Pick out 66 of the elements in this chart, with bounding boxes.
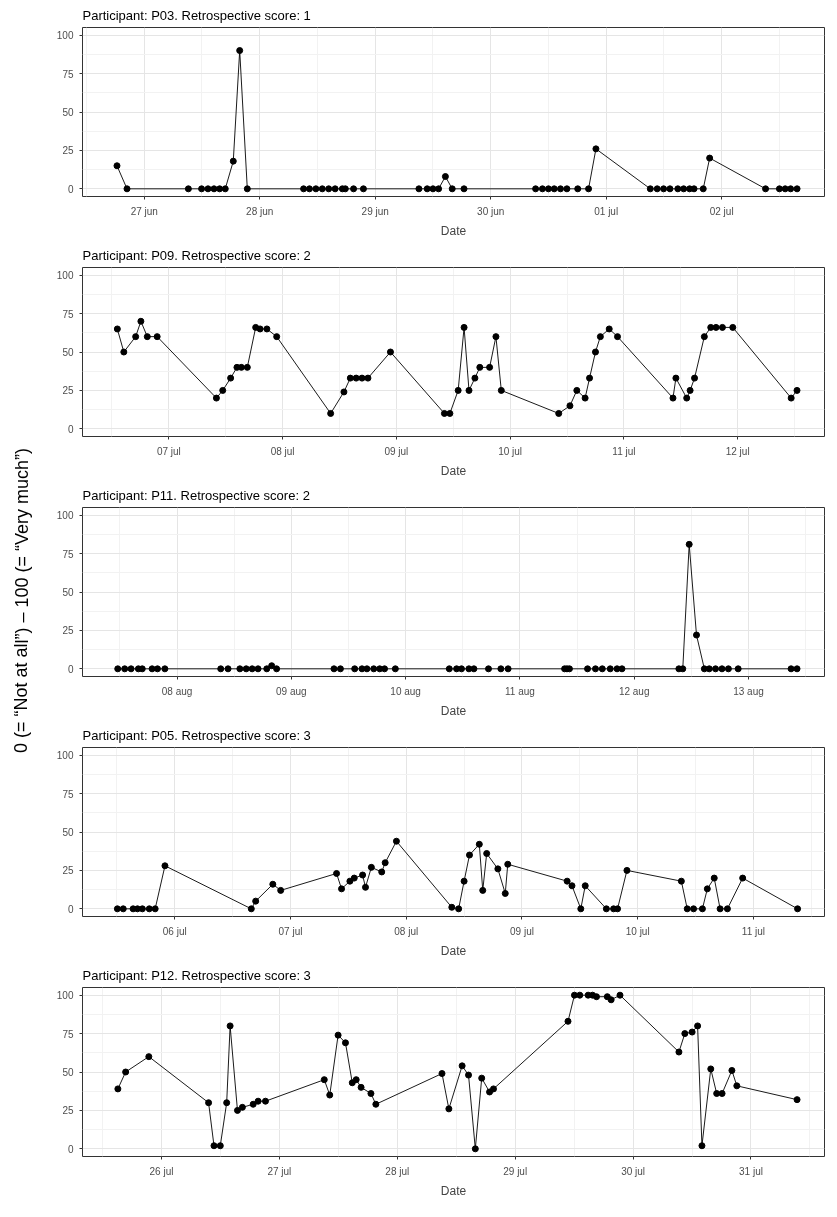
x-tick-label: 02 jul	[709, 205, 734, 217]
x-tick-label: 28 jul	[385, 1165, 410, 1177]
x-tick-label: 29 jun	[361, 205, 389, 217]
x-tick-label: 27 jun	[130, 205, 158, 217]
y-tick-label: 0	[67, 1143, 74, 1155]
y-tick-label: 50	[62, 347, 74, 358]
chart-title: Participant: P11. Retrospective score: 2	[82, 487, 310, 503]
y-tick-label: 75	[62, 1028, 74, 1040]
x-tick-label: 29 jul	[503, 1165, 528, 1177]
x-tick-label: 06 jul	[162, 925, 187, 937]
x-tick-label: 12 jul	[725, 445, 750, 457]
y-tick-label: 0	[67, 903, 74, 915]
y-tick-label: 75	[62, 788, 74, 800]
x-axis-title: Date	[440, 463, 467, 478]
y-tick-label: 50	[62, 587, 74, 598]
chart-title: Participant: P05. Retrospective score: 3	[82, 727, 311, 743]
x-tick-label: 10 jul	[625, 925, 650, 937]
x-tick-label: 09 jul	[384, 445, 409, 457]
x-axis-title: Date	[440, 943, 467, 958]
y-tick-label: 75	[62, 548, 74, 560]
x-tick-label: 01 jul	[594, 205, 619, 217]
y-axis-title: 0 (= “Not at all”) – 100 (= “Very much”)	[11, 447, 32, 754]
x-tick-label: 11 aug	[505, 685, 535, 697]
y-tick-label: 50	[62, 107, 74, 118]
y-tick-label: 100	[56, 270, 74, 282]
x-tick-label: 13 aug	[733, 685, 764, 697]
chart-title: Participant: P03. Retrospective score: 1	[82, 7, 311, 23]
y-tick-label: 100	[56, 30, 74, 42]
chart-title: Participant: P09. Retrospective score: 2	[82, 247, 311, 263]
x-tick-label: 26 jul	[149, 1165, 174, 1177]
x-axis-title: Date	[440, 703, 467, 718]
x-tick-label: 30 jul	[621, 1165, 646, 1177]
y-tick-label: 100	[56, 990, 74, 1002]
y-tick-label: 75	[62, 308, 74, 320]
y-tick-label: 50	[62, 1067, 74, 1078]
y-tick-label: 25	[62, 385, 74, 397]
y-tick-label: 25	[62, 625, 74, 637]
x-tick-label: 12 aug	[618, 685, 650, 697]
x-tick-label: 08 jul	[270, 445, 295, 457]
x-tick-label: 09 aug	[276, 685, 307, 697]
x-tick-label: 08 jul	[394, 925, 419, 937]
y-tick-label: 25	[62, 145, 74, 157]
chart-title: Participant: P12. Retrospective score: 3	[82, 967, 311, 983]
x-tick-label: 10 jul	[498, 445, 523, 457]
y-tick-label: 0	[67, 663, 74, 675]
x-tick-label: 27 jul	[267, 1165, 292, 1177]
y-tick-label: 50	[62, 827, 74, 838]
y-tick-label: 25	[62, 1105, 74, 1117]
y-tick-label: 100	[56, 750, 74, 762]
x-tick-label: 11 jul	[741, 925, 766, 937]
y-tick-label: 75	[62, 68, 74, 80]
y-tick-label: 0	[67, 423, 74, 435]
x-tick-label: 08 aug	[161, 685, 193, 697]
y-tick-label: 100	[56, 510, 74, 522]
x-tick-label: 07 jul	[156, 445, 181, 457]
x-tick-label: 11 jul	[612, 445, 636, 457]
x-tick-label: 07 jul	[278, 925, 303, 937]
x-tick-label: 28 jun	[246, 205, 274, 217]
x-tick-label: 09 jul	[510, 925, 534, 937]
x-axis-title: Date	[440, 223, 467, 238]
y-tick-label: 0	[67, 183, 74, 195]
x-axis-title: Date	[440, 1183, 467, 1198]
x-tick-label: 31 jul	[739, 1165, 763, 1177]
x-tick-label: 10 aug	[390, 685, 421, 697]
y-tick-label: 25	[62, 865, 74, 877]
x-tick-label: 30 jun	[477, 205, 505, 217]
